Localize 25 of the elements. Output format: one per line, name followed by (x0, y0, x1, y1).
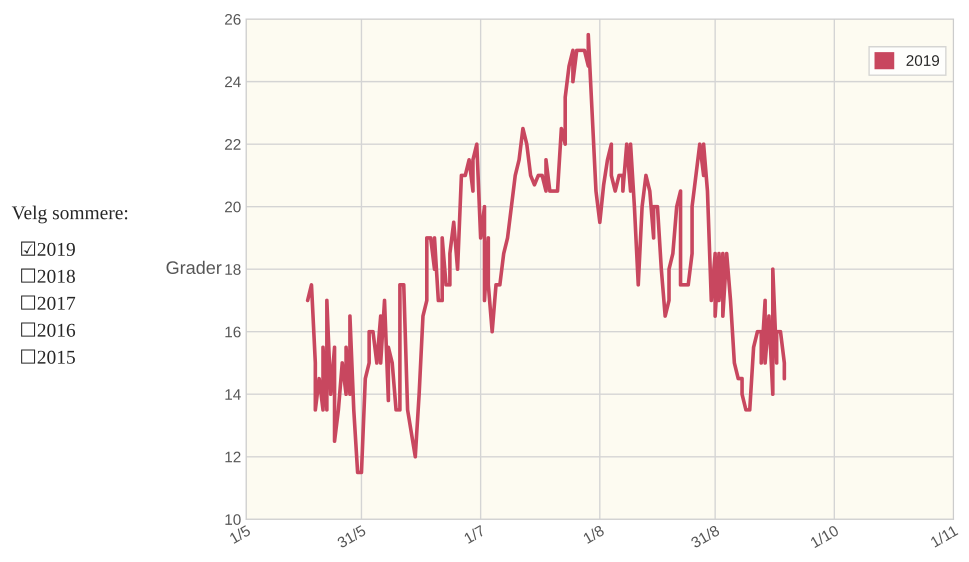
line-series (306, 32, 786, 474)
legend-label: 2019 (906, 55, 940, 66)
y-axis-title: Grader (166, 260, 222, 274)
y-tick-label: 22 (225, 139, 240, 150)
text: ☑2019 (21, 242, 75, 256)
x-tick-label: 1/7 (463, 524, 486, 544)
y-tick-label: 10 (225, 514, 241, 525)
x-tick-label: 1/11 (930, 524, 958, 548)
text: ☐2018 (21, 268, 75, 283)
x-tick-label: 1/5 (228, 524, 252, 544)
text: ☐2017 (21, 295, 76, 310)
y-tick-label: 20 (225, 202, 241, 212)
y-tick-label: 16 (225, 326, 241, 338)
x-tick-label: 1/8 (582, 524, 605, 544)
y-tick-label: 12 (225, 452, 240, 462)
y-tick-label: 24 (225, 76, 241, 88)
x-tick-label: 1/10 (810, 524, 840, 548)
text: Velg sommere: (12, 206, 128, 224)
x-tick-label: 31/5 (336, 524, 367, 548)
text: ☐2015 (21, 349, 75, 364)
y-tick-label: 18 (225, 264, 241, 275)
x-tick-label: 31/8 (690, 524, 720, 548)
y-tick-label: 14 (225, 389, 241, 400)
text: ☐2016 (21, 322, 76, 337)
y-tick-label: 26 (225, 14, 241, 25)
